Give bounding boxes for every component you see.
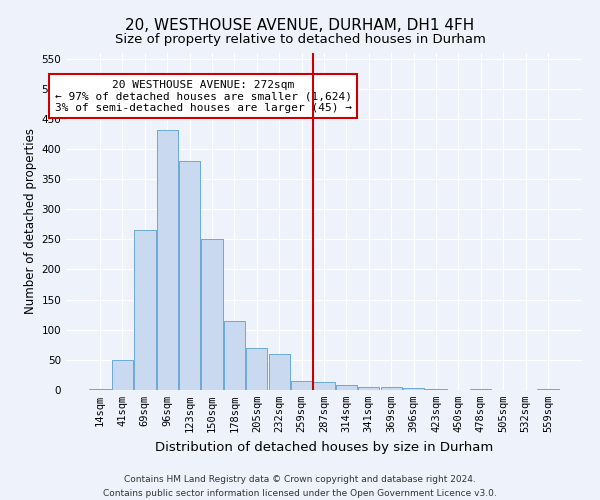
Text: Contains HM Land Registry data © Crown copyright and database right 2024.
Contai: Contains HM Land Registry data © Crown c… <box>103 476 497 498</box>
Bar <box>291 381 312 390</box>
Bar <box>403 388 424 390</box>
Bar <box>89 389 111 390</box>
Bar <box>246 348 268 390</box>
Bar <box>179 161 200 390</box>
Bar <box>425 389 446 390</box>
Bar <box>358 387 379 390</box>
Text: 20, WESTHOUSE AVENUE, DURHAM, DH1 4FH: 20, WESTHOUSE AVENUE, DURHAM, DH1 4FH <box>125 18 475 32</box>
Bar <box>313 382 335 390</box>
Bar <box>202 240 223 390</box>
Bar <box>157 130 178 390</box>
Text: Size of property relative to detached houses in Durham: Size of property relative to detached ho… <box>115 32 485 46</box>
Bar <box>134 230 155 390</box>
Text: 20 WESTHOUSE AVENUE: 272sqm
← 97% of detached houses are smaller (1,624)
3% of s: 20 WESTHOUSE AVENUE: 272sqm ← 97% of det… <box>55 80 352 113</box>
Bar <box>112 360 133 390</box>
Y-axis label: Number of detached properties: Number of detached properties <box>24 128 37 314</box>
X-axis label: Distribution of detached houses by size in Durham: Distribution of detached houses by size … <box>155 440 493 454</box>
Bar <box>224 320 245 390</box>
Bar <box>269 354 290 390</box>
Bar <box>380 387 402 390</box>
Bar <box>336 385 357 390</box>
